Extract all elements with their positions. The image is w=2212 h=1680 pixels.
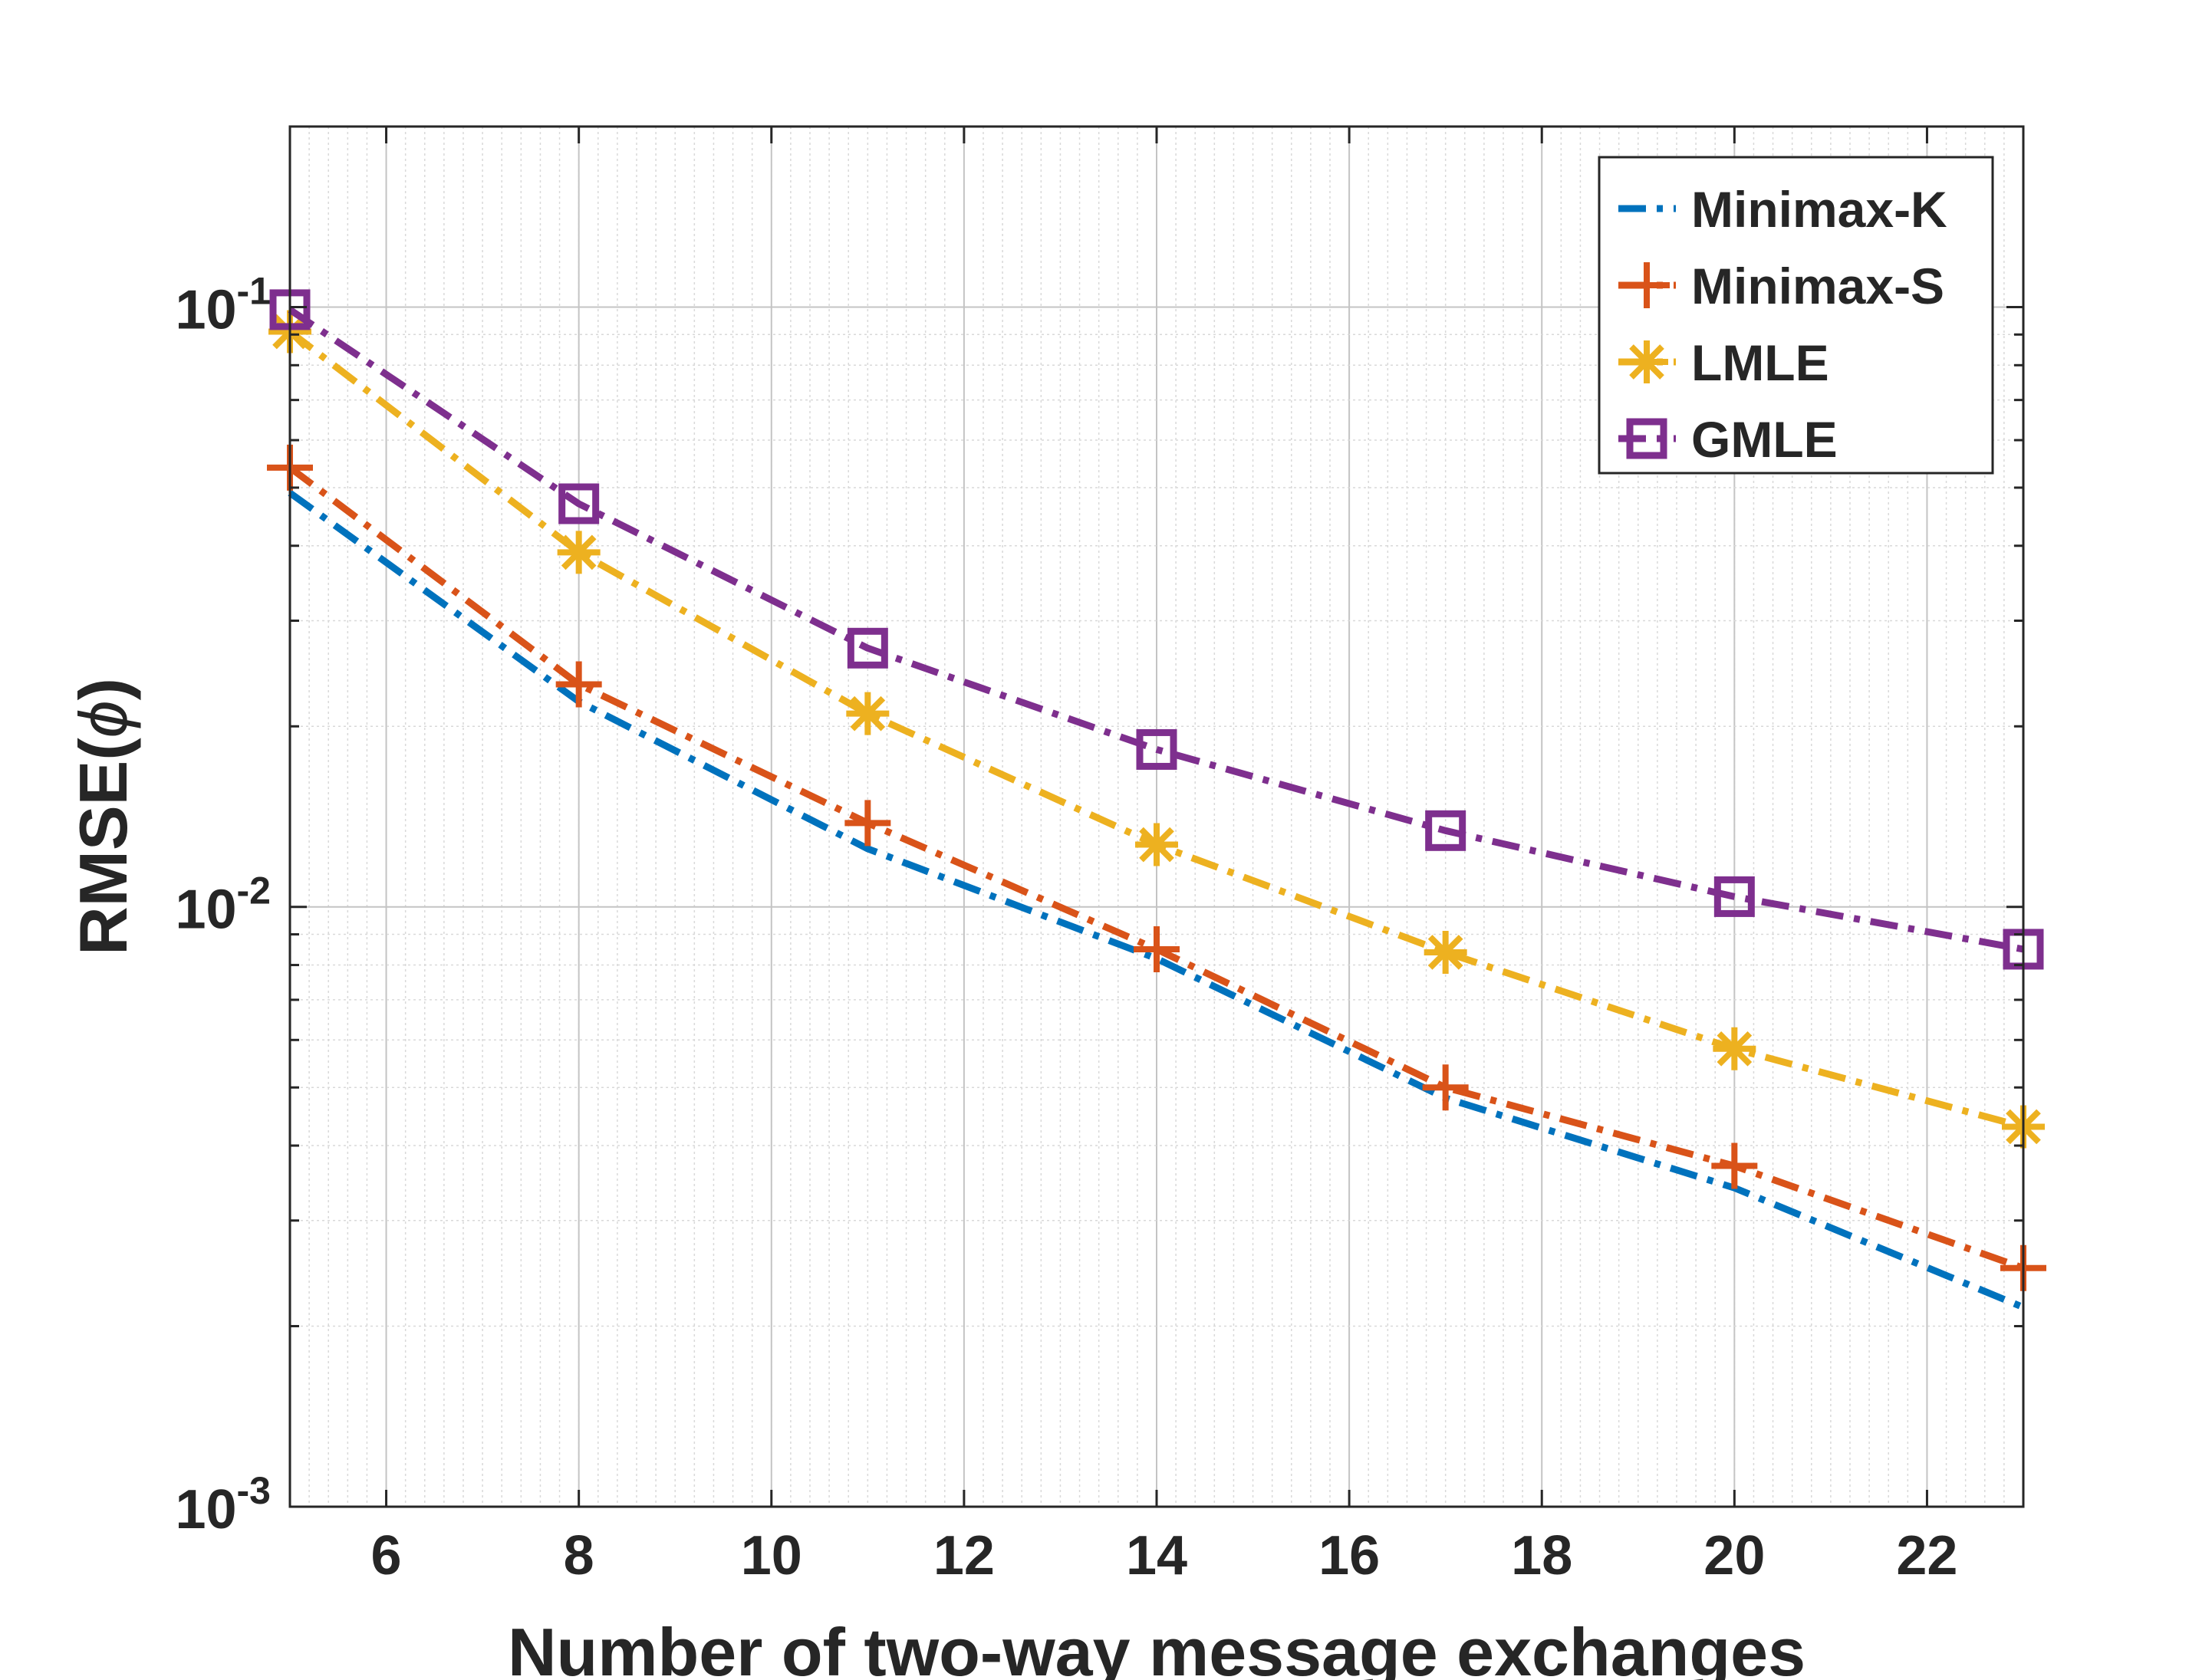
legend-item-lmle: LMLE [1618, 334, 1829, 391]
x-tick-label: 16 [1318, 1525, 1380, 1586]
legend-marker-minimax-s [1624, 262, 1670, 308]
point-lmle [846, 692, 890, 735]
grid [289, 126, 2024, 1507]
y-tick-label-base: 10 [175, 1479, 236, 1540]
legend-label-gmle: GMLE [1691, 411, 1838, 468]
y-tick-label-base: 10 [175, 879, 236, 941]
point-gmle [1713, 876, 1755, 917]
y-tick-label: 10-1 [175, 269, 271, 340]
x-tick-label: 14 [1126, 1525, 1187, 1586]
x-tick-label: 22 [1896, 1525, 1957, 1586]
point-gmle [1425, 810, 1466, 851]
y-tick-label: 10-3 [175, 1469, 271, 1540]
legend-marker-gmle [1626, 418, 1667, 459]
legend-label-minimax-k: Minimax-K [1691, 181, 1947, 238]
point-gmle [847, 627, 888, 669]
point-gmle [558, 483, 600, 524]
y-tick-label-base: 10 [175, 279, 236, 340]
point-minimax-s [555, 661, 602, 708]
legend-label-lmle: LMLE [1691, 334, 1829, 391]
point-lmle [1135, 823, 1178, 866]
x-tick-label: 8 [564, 1525, 594, 1586]
y-tick-label-exponent: -2 [237, 870, 271, 912]
legend-item-minimax-s: Minimax-S [1618, 258, 1944, 314]
point-lmle [1424, 930, 1467, 974]
x-tick-label: 10 [741, 1525, 802, 1586]
x-tick-label: 6 [371, 1525, 402, 1586]
legend: Minimax-K Minimax-S LMLE GMLE [1598, 156, 1994, 475]
point-gmle [1136, 728, 1177, 770]
x-axis-label: Number of two-way message exchanges [508, 1614, 1805, 1680]
point-minimax-s [844, 800, 891, 847]
point-lmle [1713, 1027, 1756, 1070]
x-tick-label: 12 [933, 1525, 995, 1586]
y-axis-label: RMSE(ϕ) [65, 678, 141, 955]
legend-label-minimax-s: Minimax-S [1691, 258, 1944, 314]
x-axis-ticks: 6 8 10 12 14 16 18 20 22 [371, 127, 1957, 1586]
y-axis-ticks: 10-310-210-1 [175, 125, 2023, 1540]
y-tick-label-exponent: -3 [237, 1469, 271, 1512]
y-axis-label-symbol: ϕ [65, 700, 141, 738]
y-axis-label-close: ) [65, 678, 141, 700]
y-tick-label-exponent: -1 [237, 269, 271, 312]
x-tick-label: 20 [1703, 1525, 1765, 1586]
point-lmle [557, 531, 601, 574]
point-minimax-s [1711, 1142, 1758, 1189]
point-minimax-s [1422, 1064, 1469, 1111]
legend-item-gmle: GMLE [1618, 411, 1838, 468]
legend-marker-lmle [1625, 340, 1668, 383]
legend-item-minimax-k: Minimax-K [1618, 181, 1947, 238]
y-tick-label: 10-2 [175, 870, 271, 941]
series-line-gmle [288, 307, 2024, 953]
x-tick-label: 18 [1511, 1525, 1572, 1586]
point-minimax-s [1134, 925, 1180, 972]
y-axis-label-text: RMSE( [65, 738, 141, 955]
